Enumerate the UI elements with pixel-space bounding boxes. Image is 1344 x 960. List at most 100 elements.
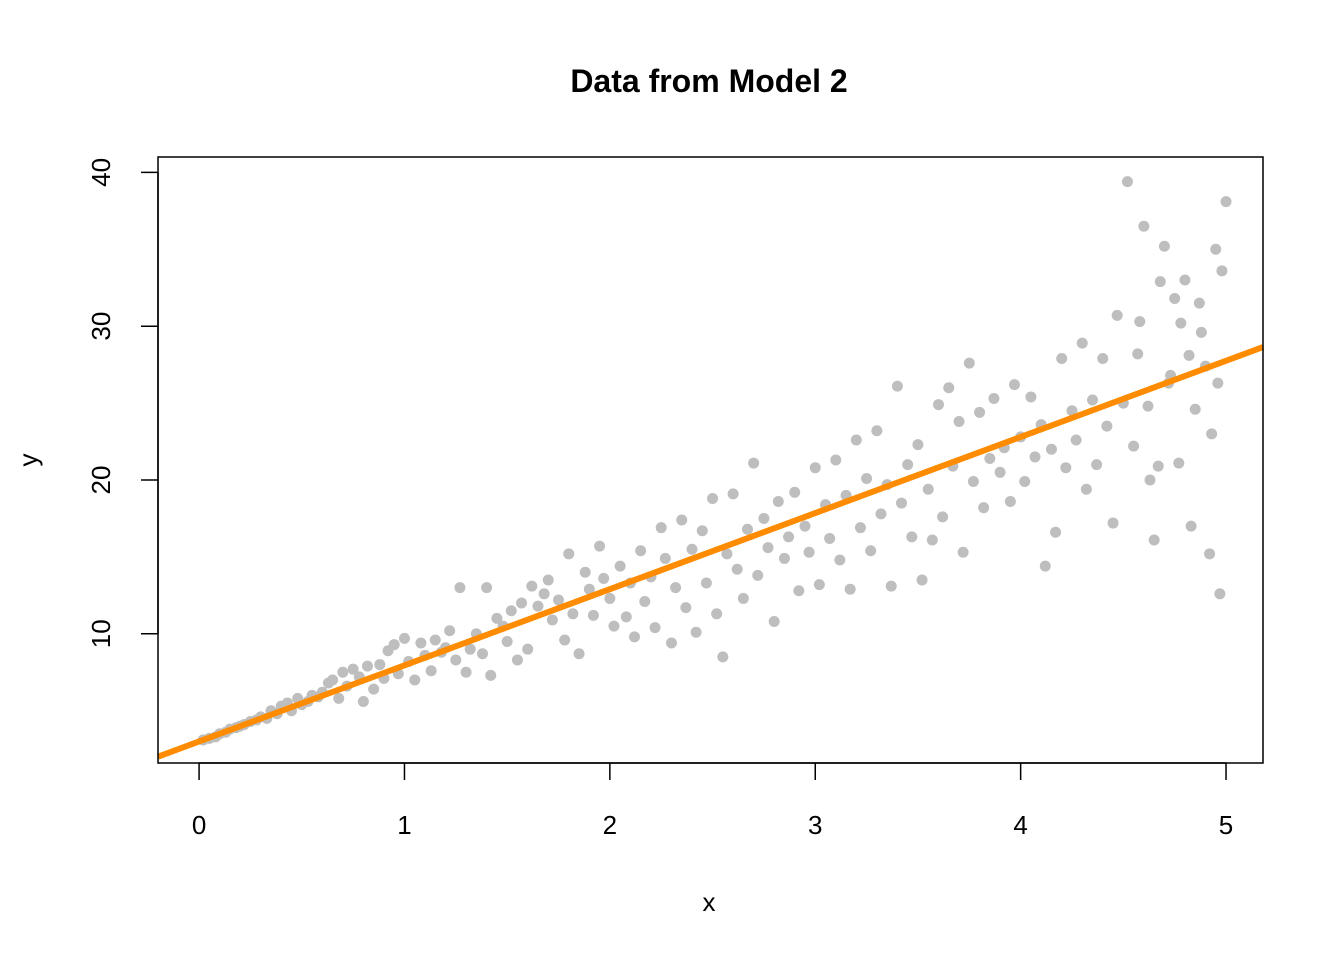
data-point — [752, 569, 764, 581]
data-point — [686, 543, 698, 555]
data-point — [1152, 460, 1164, 472]
data-point — [388, 639, 400, 651]
data-point — [327, 674, 339, 686]
y-axis: 10 20 30 40 — [86, 158, 159, 648]
data-point — [614, 560, 626, 572]
data-point — [789, 486, 801, 498]
data-point — [1206, 428, 1218, 440]
data-point — [357, 695, 369, 707]
data-point — [711, 608, 723, 620]
data-point — [659, 552, 671, 564]
data-point — [1039, 560, 1051, 572]
data-point — [608, 620, 620, 632]
data-point — [696, 525, 708, 537]
data-point — [1008, 379, 1020, 391]
data-point — [563, 548, 575, 560]
data-point — [896, 497, 908, 509]
data-point — [594, 540, 606, 552]
data-point — [906, 531, 918, 543]
data-point — [347, 663, 359, 675]
data-point — [1173, 457, 1185, 469]
data-point — [768, 615, 780, 627]
data-point — [967, 476, 979, 488]
data-point — [1142, 400, 1154, 412]
data-point — [700, 577, 712, 589]
data-point — [809, 462, 821, 474]
data-point — [727, 488, 739, 500]
data-point — [1148, 534, 1160, 546]
data-point — [398, 632, 410, 644]
data-point — [1056, 352, 1068, 364]
x-tick-label: 2 — [603, 810, 617, 840]
data-point — [1070, 434, 1082, 446]
x-tick-label: 5 — [1219, 810, 1233, 840]
data-point — [1019, 476, 1031, 488]
data-point — [1189, 403, 1201, 415]
data-point — [1132, 348, 1144, 360]
data-point — [639, 596, 651, 608]
x-tick-label: 4 — [1013, 810, 1027, 840]
data-point — [635, 545, 647, 557]
data-point — [655, 522, 667, 534]
data-point — [415, 637, 427, 649]
data-point — [799, 520, 811, 532]
data-point — [409, 674, 421, 686]
data-point — [830, 454, 842, 466]
data-point — [1158, 240, 1170, 252]
data-point — [1080, 483, 1092, 495]
data-point — [731, 563, 743, 575]
data-point — [824, 532, 836, 544]
data-point — [368, 683, 380, 695]
data-point — [620, 611, 632, 623]
chart-title: Data from Model 2 — [570, 63, 847, 99]
data-point — [690, 626, 702, 638]
data-point — [1004, 496, 1016, 508]
data-point — [963, 357, 975, 369]
data-point — [598, 572, 610, 584]
data-point — [553, 594, 565, 606]
x-tick-label: 1 — [397, 810, 411, 840]
data-point — [974, 406, 986, 418]
data-point — [1107, 517, 1119, 529]
data-point — [454, 582, 466, 594]
data-point — [1091, 459, 1103, 471]
data-point — [748, 457, 760, 469]
data-point — [337, 666, 349, 678]
data-point — [1179, 274, 1191, 286]
data-point — [793, 585, 805, 597]
data-point — [758, 512, 770, 524]
data-point — [885, 580, 897, 592]
data-point — [932, 399, 944, 411]
data-point — [477, 648, 489, 660]
data-point — [505, 605, 517, 617]
data-point — [1101, 420, 1113, 432]
data-point — [542, 574, 554, 586]
data-point — [1138, 220, 1150, 232]
data-point — [850, 434, 862, 446]
data-point — [522, 643, 534, 655]
data-point — [875, 508, 887, 520]
data-point — [772, 496, 784, 508]
data-point — [1134, 316, 1146, 328]
data-point — [937, 511, 949, 523]
data-point — [741, 523, 753, 535]
data-point — [532, 600, 544, 612]
data-point — [721, 548, 733, 560]
data-point — [583, 583, 595, 595]
y-tick-label: 30 — [86, 312, 116, 341]
data-point — [783, 531, 795, 543]
data-point — [587, 609, 599, 621]
data-point — [604, 592, 616, 604]
data-point — [670, 582, 682, 594]
data-point — [559, 634, 571, 646]
data-point — [1029, 451, 1041, 463]
points-layer — [197, 176, 1232, 746]
data-point — [1154, 276, 1166, 288]
data-point — [676, 514, 688, 526]
y-tick-label: 20 — [86, 466, 116, 495]
data-point — [1210, 243, 1222, 255]
data-point — [485, 669, 497, 681]
data-point — [649, 622, 661, 634]
data-point — [1076, 337, 1088, 349]
